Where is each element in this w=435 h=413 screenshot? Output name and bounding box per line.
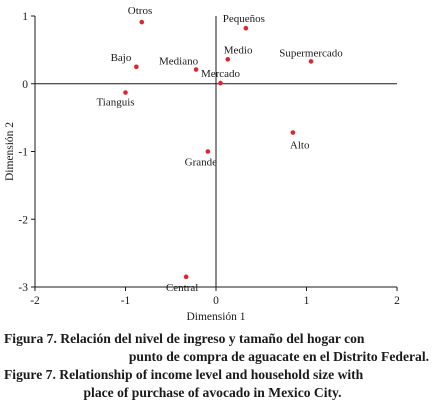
y-tick-label: 0 xyxy=(22,79,28,91)
point-label-mercado: Mercado xyxy=(201,68,241,80)
point-label-tianguis: Tianguis xyxy=(96,97,134,109)
data-point-medio xyxy=(225,57,231,62)
data-point-pequenos xyxy=(243,25,249,31)
data-point-alto xyxy=(290,130,296,135)
point-label-central: Central xyxy=(166,282,198,294)
tick-labels: -2 -1 0 1 210-1-2-3 xyxy=(18,11,400,307)
figure-caption-spanish: Figura 7. Relación del nivel de ingreso … xyxy=(0,330,435,365)
chart-plot: -2 -1 0 1 210-1-2-3 OtrosPequeñosSupermercad… xyxy=(4,5,400,323)
y-tick-label: -1 xyxy=(18,147,28,159)
point-label-mediano: Mediano xyxy=(159,56,199,68)
point-label-alto: Alto xyxy=(290,140,310,152)
data-point-tianguis xyxy=(123,90,128,95)
data-point-otros xyxy=(139,19,145,25)
point-label-medio: Medio xyxy=(224,44,253,56)
data-point-central xyxy=(183,274,189,280)
data-point-mediano xyxy=(193,67,199,72)
point-label-otros: Otros xyxy=(128,5,152,17)
point-label-bajo: Bajo xyxy=(111,52,132,64)
x-tick-label: -1 xyxy=(121,295,131,307)
figure-caption-english: Figure 7. Relationship of income level a… xyxy=(0,366,435,401)
point-label-pequenos: Pequeños xyxy=(223,13,265,25)
data-point-bajo xyxy=(134,64,139,70)
point-labels: Otros Pequeños Supermercado Bajo Medio Median… xyxy=(96,5,343,294)
x-tick-label: -2 xyxy=(30,295,40,307)
y-tick-label: 1 xyxy=(22,11,28,23)
x-tick-label: 1 xyxy=(304,295,310,307)
data-points xyxy=(123,19,314,280)
data-point-grande xyxy=(205,149,211,154)
caption-en-line-2: place of purchase of avocado in Mexico C… xyxy=(83,384,342,400)
data-point-supermercado xyxy=(308,59,314,64)
caption-es-line-2: punto de compra de aguacate en el Distri… xyxy=(128,348,429,364)
point-label-supermercado: Supermercado xyxy=(279,47,343,59)
caption-en-line-1: Figure 7. Relationship of income level a… xyxy=(4,367,364,382)
x-tick-label: 0 xyxy=(213,295,219,307)
y-tick-label: -2 xyxy=(18,214,28,226)
y-axis-title: Dimensión 2 xyxy=(4,122,16,181)
caption-es-line-1: Figura 7. Relación del nivel de ingreso … xyxy=(4,331,365,346)
x-axis-title: Dimensión 1 xyxy=(186,311,245,323)
data-point-mercado xyxy=(218,80,223,86)
point-label-grande: Grande xyxy=(185,157,217,169)
y-tick-label: -3 xyxy=(18,282,28,294)
x-tick-label: 2 xyxy=(394,295,400,307)
tick-marks xyxy=(31,15,398,291)
